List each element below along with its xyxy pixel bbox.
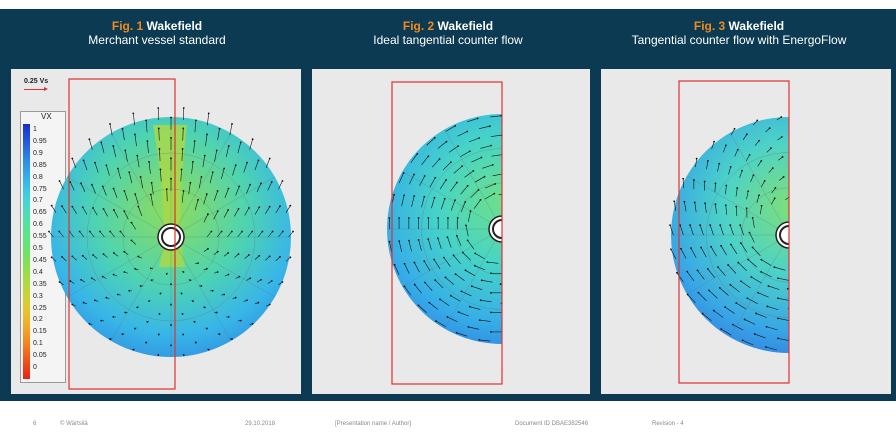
figure-2-panel [312, 69, 590, 394]
wakefield-plot-1 [48, 78, 294, 390]
footer-company: © Wärtsilä [60, 421, 88, 427]
legend-label: 0.35 [33, 280, 47, 288]
figure-1-number: Fig. 1 [111, 19, 144, 33]
highlight-box [678, 80, 790, 384]
legend-title: VX [41, 112, 52, 121]
legend-label: 0 [33, 364, 37, 371]
legend-label: 0.2 [33, 316, 43, 324]
legend-label: 0.9 [33, 149, 43, 157]
wakefield-disc [387, 114, 502, 344]
velocity-legend: VX 1 0.95 0.9 0.85 0.8 0.75 0.7 0.65 0.6 0.55 0.5 0… [20, 111, 66, 383]
wakefield-disc [48, 107, 294, 357]
legend-label: 0.65 [33, 209, 47, 217]
footer-document-id: Document ID DBAE382546 [515, 421, 589, 427]
legend-color-bar [23, 124, 30, 379]
scale-label: 0.25 Vs [24, 78, 49, 85]
legend-label: 0.1 [33, 340, 43, 348]
legend-label: 0.7 [33, 197, 43, 205]
legend-label: 1 [33, 126, 37, 133]
legend-label: 0.4 [33, 268, 43, 276]
legend-label: 0.15 [33, 328, 47, 336]
figure-3-heading: Wakefield [728, 19, 785, 33]
figure-2-heading: Wakefield [437, 19, 494, 33]
legend-label: 0.55 [33, 233, 47, 241]
legend-label: 0.5 [33, 245, 43, 252]
scale-arrow-icon [24, 87, 48, 91]
footer-date: 29.10.2018 [245, 421, 276, 427]
figure-3-title: Fig. 3 Wakefield Tangential counter flow… [594, 19, 884, 47]
legend-label: 0.25 [33, 304, 47, 312]
legend-label: 0.95 [33, 137, 47, 145]
legend-label: 0.45 [33, 256, 47, 264]
figure-2-number: Fig. 2 [402, 19, 435, 33]
figure-1-panel: 0.25 Vs VX 1 0.95 0.9 0.85 0.8 0.75 0.7 0.65 0.6… [11, 69, 301, 394]
figure-1-subtitle: Merchant vessel standard [88, 33, 226, 47]
figure-3-panel [601, 69, 891, 394]
figure-1-heading: Wakefield [146, 19, 203, 33]
legend-label: 0.75 [33, 185, 47, 193]
figure-1-title: Fig. 1 Wakefield Merchant vessel standar… [12, 19, 302, 47]
wakefield-disc [669, 116, 789, 353]
figure-3-subtitle: Tangential counter flow with EnergoFlow [631, 33, 847, 47]
legend-label: 0.05 [33, 352, 47, 360]
legend-label: 0.6 [33, 221, 43, 229]
footer-presentation: [Presentation name / Author] [335, 421, 412, 427]
wakefield-plot-2 [387, 81, 503, 385]
figure-2-subtitle: Ideal tangential counter flow [373, 33, 523, 47]
footer-page-number: 6 [33, 421, 37, 427]
legend-label: 0.85 [33, 161, 47, 169]
figure-3-number: Fig. 3 [693, 19, 726, 33]
footer-revision: Revision - 4 [652, 421, 684, 427]
footer: 6 © Wärtsilä 29.10.2018 [Presentation na… [0, 419, 896, 431]
legend-label: 0.3 [33, 292, 43, 300]
highlight-box [391, 81, 503, 385]
highlight-box [68, 78, 176, 390]
wakefield-plot-3 [669, 80, 790, 384]
figure-2-title: Fig. 2 Wakefield Ideal tangential counte… [303, 19, 593, 47]
legend-label: 0.8 [33, 173, 43, 181]
